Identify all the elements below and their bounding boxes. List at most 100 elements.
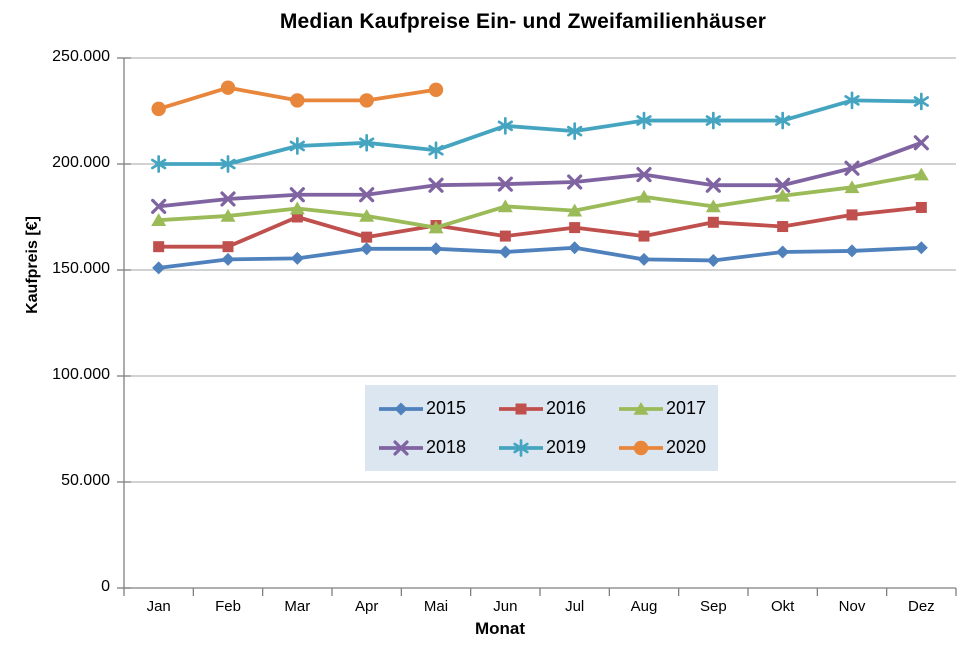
diamond-marker (568, 241, 582, 255)
x-marker (428, 177, 444, 193)
diamond-marker (845, 244, 859, 258)
triangle-marker (359, 208, 375, 222)
x-marker (393, 439, 409, 456)
diamond-marker (221, 252, 235, 266)
x-tick-label: Dez (907, 598, 935, 615)
series-line-2017 (156, 172, 924, 230)
asterisk-marker (151, 158, 167, 170)
y-tick-label: 100.000 (52, 366, 110, 383)
square-marker (153, 241, 165, 253)
x-marker (705, 177, 721, 193)
y-tick-label: 50.000 (61, 472, 110, 489)
x-marker (220, 191, 236, 207)
circle-marker (220, 80, 236, 95)
triangle-marker (913, 167, 929, 181)
x-tick-label: Feb (215, 598, 241, 615)
y-tick-label: 200.000 (52, 154, 110, 171)
legend-item-2016: 2016 (498, 398, 618, 419)
y-tick-label: 250.000 (52, 48, 110, 65)
asterisk-marker (359, 137, 375, 149)
asterisk-marker (775, 115, 791, 126)
legend-item-2019: 2019 (498, 437, 618, 458)
asterisk-marker (567, 125, 583, 137)
x-tick-label: Jul (565, 598, 585, 615)
x-tick-label: Nov (838, 598, 866, 615)
circle-marker (151, 101, 166, 117)
legend-item-2018: 2018 (378, 437, 498, 458)
diamond-marker (498, 245, 512, 259)
x-tick-label: Aug (630, 598, 658, 615)
diamond-marker (290, 251, 304, 265)
chart-legend: 2015 2016 2017 2018 2019 2020 (365, 385, 718, 471)
triangle-marker (289, 201, 305, 215)
square-marker (515, 403, 527, 414)
asterisk-marker (289, 140, 305, 152)
legend-label: 2016 (546, 398, 587, 418)
triangle-marker (775, 188, 791, 202)
triangle-marker (636, 189, 652, 203)
x-marker (844, 160, 860, 176)
legend-label: 2018 (426, 437, 467, 457)
x-marker (636, 167, 652, 183)
diamond-marker (637, 252, 651, 266)
x-tick-label: Apr (354, 598, 379, 615)
legend-key-diamond-icon (379, 402, 423, 415)
triangle-marker (151, 213, 167, 226)
diamond-marker (360, 242, 374, 256)
asterisk-marker (705, 115, 721, 126)
square-marker (361, 231, 373, 243)
x-tick-label: Jun (493, 598, 518, 615)
asterisk-marker (636, 115, 652, 126)
diamond-marker (152, 261, 166, 275)
series-line-2015 (156, 245, 924, 270)
diamond-marker (429, 242, 443, 256)
legend-label: 2020 (666, 437, 707, 457)
x-marker (359, 187, 375, 203)
legend-label: 2015 (426, 398, 467, 418)
x-marker (913, 135, 929, 151)
y-tick-label: 0 (101, 578, 110, 595)
chart-title: Median Kaufpreise Ein- und Zweifamilienh… (279, 10, 767, 33)
triangle-marker (567, 203, 583, 217)
x-marker (289, 187, 305, 203)
legend-key-circle-icon (619, 440, 663, 455)
asterisk-marker (220, 158, 236, 170)
legend-key-triangle-icon (619, 401, 663, 415)
asterisk-marker (844, 95, 860, 106)
series-line-2016 (156, 205, 924, 249)
x-marker (567, 174, 583, 190)
legend-item-2017: 2017 (618, 398, 717, 419)
square-marker (638, 230, 650, 242)
x-tick-label: Mar (284, 598, 311, 615)
asterisk-marker (497, 120, 513, 132)
triangle-marker (497, 199, 513, 213)
asterisk-marker (428, 144, 444, 156)
triangle-marker (428, 220, 444, 234)
diamond-marker (706, 253, 720, 267)
legend-key-asterisk-icon (499, 438, 543, 457)
square-marker (291, 211, 303, 223)
x-marker (151, 198, 167, 214)
triangle-marker (633, 401, 649, 415)
x-tick-label: Mai (423, 598, 449, 615)
diamond-marker (394, 402, 408, 415)
x-tick-label: Okt (770, 598, 795, 615)
square-marker (569, 222, 581, 234)
diamond-marker (776, 245, 790, 259)
asterisk-marker (913, 96, 929, 107)
square-marker (777, 221, 789, 233)
square-marker (915, 201, 927, 213)
square-marker (499, 230, 511, 242)
legend-item-2020: 2020 (618, 437, 717, 458)
asterisk-marker (513, 442, 529, 453)
circle-marker (633, 440, 649, 455)
legend-key-square-icon (499, 403, 543, 414)
diamond-marker (914, 241, 928, 255)
circle-marker (359, 93, 374, 108)
circle-marker (290, 93, 305, 108)
series-line-2018 (156, 140, 924, 209)
series-line-2019 (156, 98, 924, 166)
legend-key-x-icon (379, 439, 423, 456)
legend-label: 2019 (546, 437, 587, 457)
